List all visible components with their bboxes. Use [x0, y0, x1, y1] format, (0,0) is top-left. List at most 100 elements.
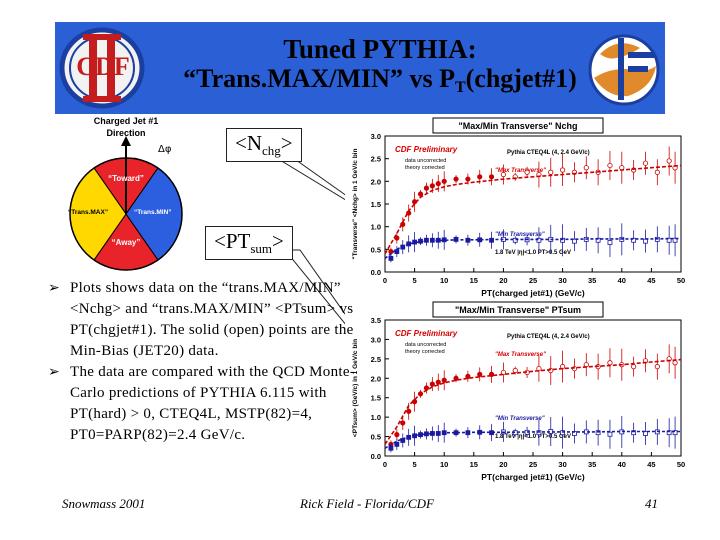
x-tick-label: 45 — [647, 276, 655, 285]
data-point — [453, 176, 459, 182]
theory-curve — [384, 358, 682, 445]
y-tick-label: 1.0 — [371, 413, 381, 422]
max-transverse-label: "Max Transverse" — [495, 168, 546, 174]
x-tick-label: 50 — [677, 460, 685, 469]
energy-label: 1.8 TeV |η|<1.0 PT>0.5 GeV — [495, 250, 571, 256]
data-point — [441, 377, 447, 383]
energy-label: 1.8 TeV |η|<1.0 PT>0.5 GeV — [495, 434, 571, 440]
y-tick-label: 0.0 — [371, 268, 381, 277]
data-point — [465, 373, 471, 379]
data-point — [500, 171, 506, 178]
data-point — [672, 430, 678, 436]
x-tick-label: 25 — [529, 460, 537, 469]
y-axis-label: "Transverse" <Nchg> in 1 GeV/c bin — [352, 149, 359, 260]
y-tick-label: 3.0 — [371, 335, 381, 344]
data-point — [429, 183, 435, 189]
data-point — [394, 441, 400, 447]
title-banner — [55, 22, 665, 114]
y-axis-label: <PTsum> (GeV/c) in 1 GeV/c bin — [352, 339, 359, 437]
y-tick-label: 1.0 — [371, 223, 381, 232]
min-transverse-label: "Min Transverse" — [495, 416, 545, 422]
data-point — [400, 420, 406, 426]
plot-frame — [384, 135, 682, 273]
dph-logo-icon — [578, 26, 670, 112]
y-tick-label: 2.0 — [371, 374, 381, 383]
data-point — [560, 167, 566, 173]
x-tick-label: 40 — [618, 460, 626, 469]
data-point — [435, 181, 441, 187]
data-point — [435, 379, 441, 385]
ptsum-plot: 0 5 10 15 20 25 30 35 40 45 50 0.0 0.5 1.0 1.5 2.0 2.5 3.… — [345, 298, 693, 484]
data-point — [672, 237, 678, 243]
y-tick-label: 3.5 — [371, 316, 381, 325]
y-tick-label: 2.5 — [371, 355, 381, 364]
cdf-logo-icon: CDF — [55, 22, 150, 112]
trans-min-label: “Trans.MIN” — [134, 209, 172, 216]
data-point — [607, 431, 613, 437]
data-point — [654, 364, 660, 370]
pythia-label: Pythia CTEQ4L (4, 2.4 GeV/c) — [507, 150, 590, 156]
nchg-callout: <Nchg> — [226, 128, 302, 162]
data-point — [524, 169, 530, 175]
y-tick-label: 2.5 — [371, 155, 381, 164]
data-point — [666, 158, 672, 164]
diagram-header-1: Charged Jet #1 — [93, 116, 159, 126]
theory-curve — [384, 237, 682, 260]
x-tick-label: 0 — [383, 276, 387, 285]
data-point — [595, 430, 601, 436]
data-point — [607, 162, 613, 169]
bullet-list: ➢ Plots shows data on the “trans.MAX/MIN… — [48, 278, 366, 446]
data-point — [560, 237, 566, 243]
title-line-2-suffix: (chgjet#1) — [465, 64, 577, 94]
y-tick-label: 0.5 — [371, 433, 381, 442]
data-point — [572, 238, 577, 244]
theory-curve — [384, 164, 682, 255]
away-label: “Away” — [111, 238, 141, 247]
data-point — [406, 408, 412, 414]
x-tick-label: 5 — [413, 460, 417, 469]
slide-title: Tuned PYTHIA: “Trans.MAX/MIN” vs PT(chgj… — [150, 34, 610, 97]
x-tick-label: 40 — [618, 276, 626, 285]
max-transverse-label: "Max Transverse" — [495, 352, 546, 358]
x-tick-label: 30 — [558, 460, 566, 469]
y-tick-label: 2.0 — [371, 177, 381, 186]
nchg-callout-suffix: > — [280, 131, 293, 155]
correction-note-1: data uncorrected — [405, 342, 446, 348]
theory-curve — [384, 430, 681, 449]
x-tick-label: 30 — [558, 276, 566, 285]
data-point — [631, 430, 637, 436]
cdf-logo-text: CDF — [76, 52, 130, 81]
plot-header-box — [432, 117, 604, 134]
x-tick-label: 25 — [529, 276, 537, 285]
data-point — [388, 445, 394, 451]
data-point — [429, 381, 435, 387]
x-tick-label: 15 — [470, 276, 478, 285]
ptsum-callout-prefix: <PT — [214, 229, 251, 253]
data-point — [548, 169, 554, 175]
plot-header-box — [432, 301, 604, 318]
data-point — [512, 367, 518, 374]
data-point — [666, 430, 672, 436]
x-axis-label: PT(charged jet#1) (GeV/c) — [481, 472, 585, 482]
x-axis-label: PT(charged jet#1) (GeV/c) — [481, 288, 585, 298]
cdf-preliminary-label: CDF Preliminary — [395, 329, 458, 338]
data-point — [388, 255, 394, 261]
ptsum-plot-svg: 0 5 10 15 20 25 30 35 40 45 50 0.0 0.5 1.0 1.5 2.0 2.5 3.… — [352, 301, 685, 482]
y-tick-label: 1.5 — [371, 200, 381, 209]
data-point — [654, 169, 660, 175]
data-point — [394, 249, 400, 255]
bullet-item-1: ➢ Plots shows data on the “trans.MAX/MIN… — [48, 278, 366, 362]
cdf-preliminary-label: CDF Preliminary — [395, 145, 458, 154]
x-tick-label: 10 — [440, 276, 448, 285]
x-tick-label: 20 — [499, 460, 507, 469]
bullet-item-2: ➢ The data are compared with the QCD Mon… — [48, 362, 366, 446]
nchg-callout-prefix: <N — [235, 131, 263, 155]
ptsum-callout-sub: sum — [250, 241, 273, 256]
bullet-text-1: Plots shows data on the “trans.MAX/MIN” … — [70, 280, 354, 359]
pythia-label: Pythia CTEQ4L (4, 2.4 GeV/c) — [507, 334, 590, 340]
footer-center: Rick Field - Florida/CDF — [300, 496, 434, 511]
data-point — [424, 237, 429, 243]
y-tick-label: 3.0 — [371, 132, 381, 141]
x-tick-label: 20 — [499, 276, 507, 285]
y-tick-label: 0.5 — [371, 245, 381, 254]
